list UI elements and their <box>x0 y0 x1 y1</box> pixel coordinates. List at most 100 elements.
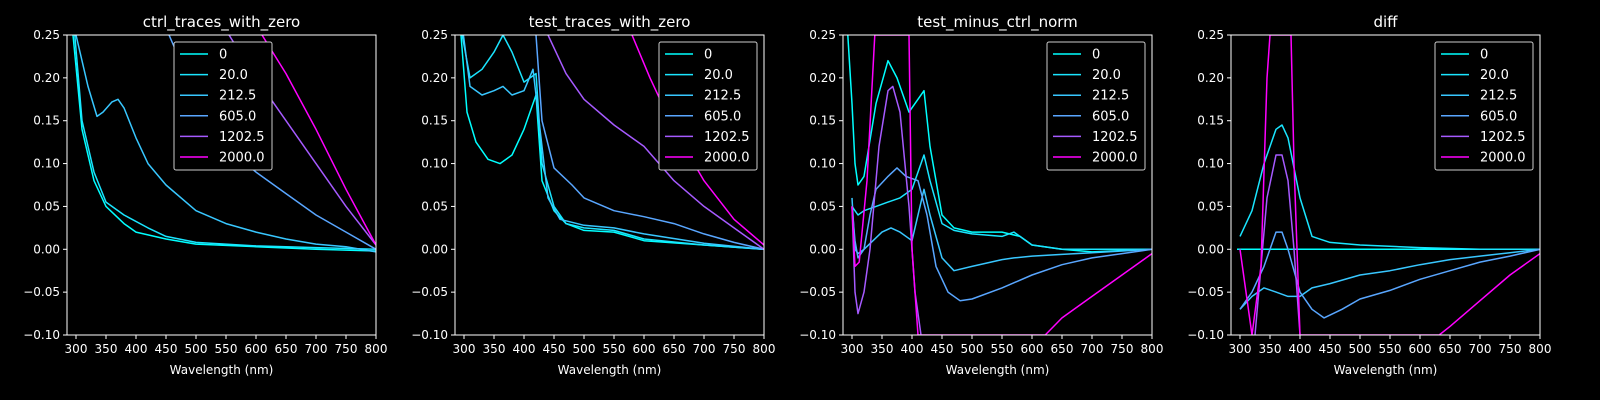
x-tick-label: 600 <box>633 342 656 356</box>
series-line-2000-0 <box>1239 35 1540 335</box>
x-tick-label: 400 <box>1289 342 1312 356</box>
x-tick-label: 550 <box>1379 342 1402 356</box>
x-tick-label: 650 <box>275 342 298 356</box>
x-tick-label: 400 <box>513 342 536 356</box>
series-line-2000-0 <box>261 35 376 246</box>
x-tick-label: 800 <box>753 342 776 356</box>
chart-title: test_minus_ctrl_norm <box>917 13 1078 32</box>
y-tick-label: −0.10 <box>411 328 448 342</box>
series-line-212-5 <box>462 35 764 251</box>
y-tick-label: 0.00 <box>809 242 836 256</box>
chart-panel-test-traces-with-zero: test_traces_with_zero 300 350 400 450 500 550 6… <box>411 13 775 377</box>
y-tick-label: 0.15 <box>1197 114 1224 128</box>
series-line-0 <box>460 35 764 251</box>
series-line-212-5 <box>75 35 376 253</box>
series-line-605-0 <box>851 167 1152 302</box>
chart-title: diff <box>1373 13 1398 31</box>
y-tick-label: 0.25 <box>421 28 448 42</box>
legend-entry-label: 2000.0 <box>219 151 265 166</box>
y-tick-label: 0.15 <box>421 114 448 128</box>
x-tick-label: 650 <box>663 342 686 356</box>
series-line-212-5 <box>851 188 1152 272</box>
x-tick-label: 500 <box>961 342 984 356</box>
x-tick-label: 500 <box>573 342 596 356</box>
x-tick-label: 650 <box>1439 342 1462 356</box>
x-tick-label: 350 <box>871 342 894 356</box>
x-axis-label: Wavelength (nm) <box>170 363 274 377</box>
legend-entry-label: 605.0 <box>1480 109 1517 124</box>
legend-entry-label: 212.5 <box>1092 89 1129 104</box>
x-tick-label: 650 <box>1051 342 1074 356</box>
y-tick-label: 0.15 <box>809 114 836 128</box>
legend-entry-label: 0 <box>1092 48 1100 63</box>
chart-panel-ctrl-traces-with-zero: ctrl_traces_with_zero 300 350 400 450 500 550 6… <box>23 13 387 377</box>
axes-frame <box>66 34 377 336</box>
x-tick-label: 550 <box>991 342 1014 356</box>
series-line-20-0 <box>461 35 764 251</box>
x-tick-label: 350 <box>1259 342 1282 356</box>
x-tick-label: 450 <box>155 342 178 356</box>
y-tick-label: 0.15 <box>33 114 60 128</box>
x-tick-label: 600 <box>1021 342 1044 356</box>
x-tick-label: 450 <box>1319 342 1342 356</box>
x-tick-label: 700 <box>1081 342 1104 356</box>
series-line-1202-5 <box>547 35 764 250</box>
x-tick-label: 600 <box>1409 342 1432 356</box>
series-line-20-0 <box>74 35 376 251</box>
y-tick-label: −0.10 <box>23 328 60 342</box>
x-axis-label: Wavelength (nm) <box>946 363 1050 377</box>
x-tick-label: 800 <box>1529 342 1552 356</box>
series-group <box>847 35 1152 335</box>
x-tick-label: 300 <box>1229 342 1252 356</box>
axes-frame <box>454 34 765 336</box>
legend-entry-label: 0 <box>219 48 227 63</box>
y-tick-label: 0.10 <box>33 157 60 171</box>
y-tick-label: 0.25 <box>33 28 60 42</box>
x-tick-label: 350 <box>483 342 506 356</box>
series-line-0 <box>72 35 376 252</box>
legend-entry-label: 605.0 <box>219 109 256 124</box>
legend-entry-label: 20.0 <box>219 68 248 83</box>
x-tick-label: 800 <box>1141 342 1164 356</box>
y-tick-label: −0.10 <box>1187 328 1224 342</box>
y-tick-label: −0.05 <box>1187 285 1224 299</box>
series-group <box>1237 35 1540 335</box>
y-tick-label: 0.10 <box>1197 157 1224 171</box>
x-tick-label: 750 <box>723 342 746 356</box>
x-tick-label: 450 <box>931 342 954 356</box>
chart-panel-diff: diff 300 350 400 450 500 550 600 650 700 750 800 −0.… <box>1187 13 1551 377</box>
x-tick-label: 500 <box>1349 342 1372 356</box>
y-tick-label: 0.00 <box>421 242 448 256</box>
chart-title: test_traces_with_zero <box>529 13 691 32</box>
legend-entry-label: 0 <box>1480 48 1488 63</box>
legend-entry-label: 2000.0 <box>1480 151 1526 166</box>
legend-entry-label: 20.0 <box>1480 68 1509 83</box>
x-tick-label: 700 <box>1469 342 1492 356</box>
legend-entry-label: 2000.0 <box>704 151 750 166</box>
x-tick-label: 750 <box>1499 342 1522 356</box>
y-tick-label: −0.05 <box>411 285 448 299</box>
y-tick-label: 0.05 <box>421 199 448 213</box>
x-tick-label: 300 <box>453 342 476 356</box>
y-tick-label: −0.05 <box>23 285 60 299</box>
series-line-1202-5 <box>851 85 922 335</box>
legend: 0 20.0 212.5 605.0 1202.5 2000.0 <box>1434 41 1534 171</box>
x-tick-label: 300 <box>841 342 864 356</box>
x-tick-label: 500 <box>185 342 208 356</box>
legend-entry-label: 0 <box>704 48 712 63</box>
y-tick-label: 0.05 <box>809 199 836 213</box>
legend-entry-label: 1202.5 <box>704 130 750 145</box>
legend-entry-label: 2000.0 <box>1092 151 1138 166</box>
y-tick-label: 0.05 <box>33 199 60 213</box>
y-tick-label: 0.10 <box>809 157 836 171</box>
x-tick-label: 300 <box>65 342 88 356</box>
x-axis-label: Wavelength (nm) <box>1334 363 1438 377</box>
legend-entry-label: 1202.5 <box>219 130 265 145</box>
y-tick-label: 0.10 <box>421 157 448 171</box>
series-line-2000-0 <box>851 35 1152 335</box>
x-tick-label: 550 <box>603 342 626 356</box>
legend-entry-label: 20.0 <box>1092 68 1121 83</box>
legend-entry-label: 1202.5 <box>1092 130 1138 145</box>
x-tick-label: 400 <box>125 342 148 356</box>
